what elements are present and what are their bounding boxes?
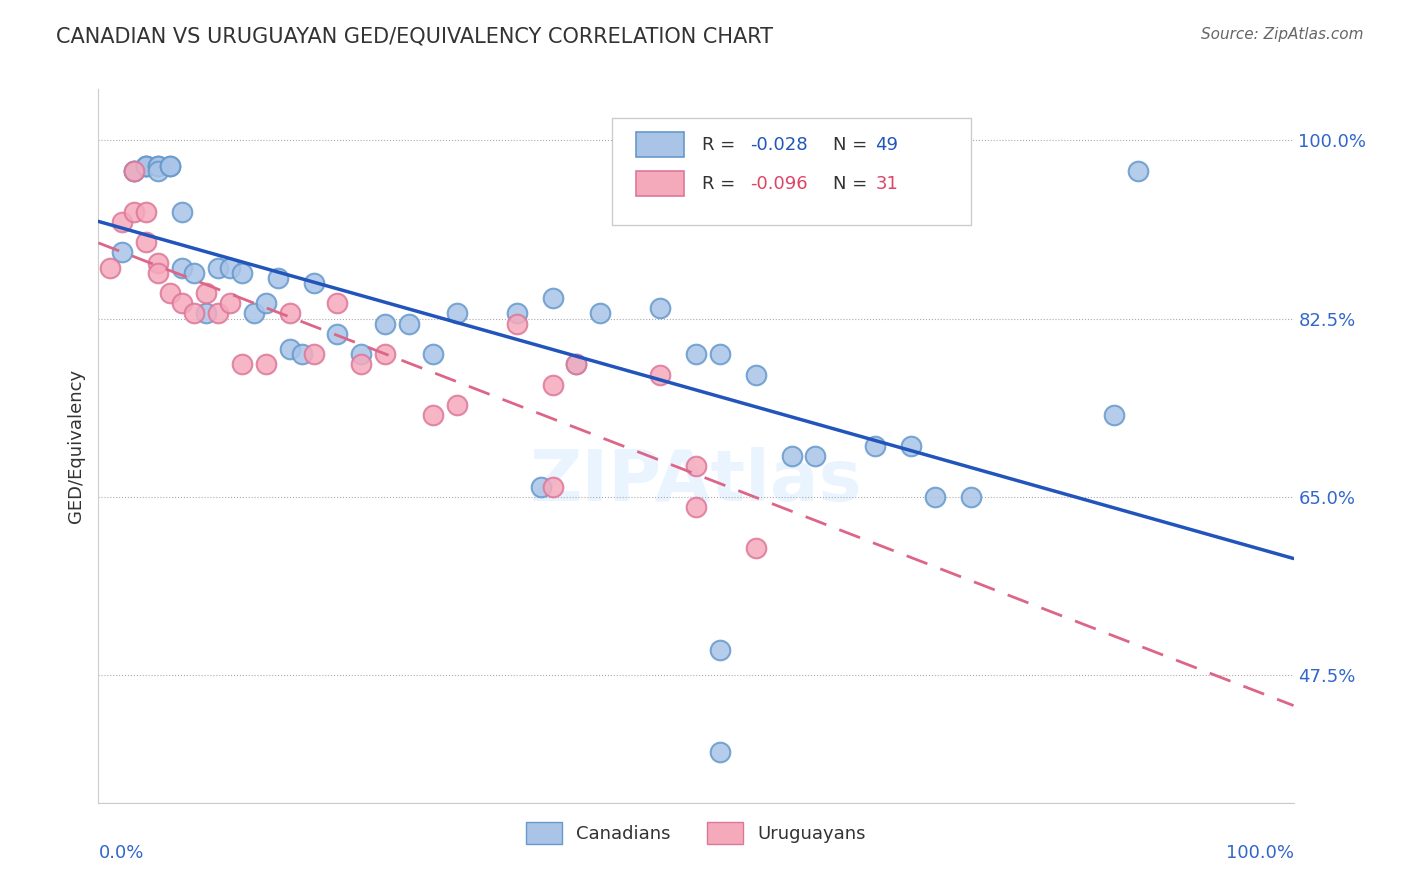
Text: 31: 31	[876, 175, 898, 193]
Point	[565, 358, 588, 372]
Point	[302, 276, 325, 290]
Point	[709, 347, 731, 361]
Point	[1128, 163, 1150, 178]
Point	[124, 163, 146, 178]
Point	[135, 204, 157, 219]
Point	[254, 296, 277, 310]
Point	[398, 317, 420, 331]
Point	[350, 358, 373, 372]
Point	[159, 286, 181, 301]
Point	[422, 347, 444, 361]
Point	[124, 163, 146, 178]
FancyBboxPatch shape	[637, 132, 685, 157]
Point	[111, 245, 134, 260]
Point	[195, 286, 218, 301]
Point	[374, 317, 396, 331]
Point	[159, 159, 181, 173]
Point	[648, 368, 672, 382]
Point	[374, 347, 396, 361]
Point	[326, 326, 349, 341]
Point	[267, 270, 290, 285]
Point	[124, 204, 146, 219]
Text: N =: N =	[834, 175, 873, 193]
Point	[98, 260, 122, 275]
Text: 49: 49	[876, 136, 898, 153]
Text: R =: R =	[702, 136, 741, 153]
Point	[960, 490, 983, 504]
FancyBboxPatch shape	[613, 118, 972, 225]
Text: CANADIAN VS URUGUAYAN GED/EQUIVALENCY CORRELATION CHART: CANADIAN VS URUGUAYAN GED/EQUIVALENCY CO…	[56, 27, 773, 46]
Point	[530, 480, 553, 494]
Point	[231, 358, 253, 372]
Text: Source: ZipAtlas.com: Source: ZipAtlas.com	[1201, 27, 1364, 42]
Point	[148, 159, 170, 173]
Point	[589, 306, 612, 320]
Point	[135, 159, 157, 173]
Point	[326, 296, 349, 310]
Point	[302, 347, 325, 361]
Point	[565, 358, 588, 372]
Point	[924, 490, 946, 504]
Point	[183, 306, 205, 320]
Point	[148, 255, 170, 269]
Text: ZIPAtlas: ZIPAtlas	[530, 447, 862, 516]
Point	[183, 266, 205, 280]
Point	[780, 449, 803, 463]
Point	[207, 260, 229, 275]
Point	[1104, 409, 1126, 423]
Point	[219, 260, 242, 275]
Text: R =: R =	[702, 175, 741, 193]
Point	[172, 260, 194, 275]
Point	[291, 347, 314, 361]
Point	[541, 377, 564, 392]
Legend: Canadians, Uruguayans: Canadians, Uruguayans	[519, 814, 873, 851]
Point	[506, 317, 529, 331]
Point	[506, 306, 529, 320]
Text: -0.096: -0.096	[749, 175, 807, 193]
Point	[159, 159, 181, 173]
Point	[148, 163, 170, 178]
Point	[148, 266, 170, 280]
Point	[207, 306, 229, 320]
Point	[541, 480, 564, 494]
Point	[685, 347, 707, 361]
Point	[135, 159, 157, 173]
Text: 0.0%: 0.0%	[98, 844, 143, 862]
Point	[231, 266, 253, 280]
Point	[685, 459, 707, 474]
Point	[541, 291, 564, 305]
Point	[124, 163, 146, 178]
Point	[709, 745, 731, 759]
Point	[111, 215, 134, 229]
Point	[446, 306, 468, 320]
Point	[709, 643, 731, 657]
Point	[350, 347, 373, 361]
Point	[172, 204, 194, 219]
Point	[148, 159, 170, 173]
Point	[745, 368, 768, 382]
Point	[195, 306, 218, 320]
Point	[219, 296, 242, 310]
Text: N =: N =	[834, 136, 873, 153]
Point	[243, 306, 266, 320]
Y-axis label: GED/Equivalency: GED/Equivalency	[66, 369, 84, 523]
Point	[135, 159, 157, 173]
Text: 100.0%: 100.0%	[1226, 844, 1294, 862]
FancyBboxPatch shape	[637, 171, 685, 196]
Point	[865, 439, 887, 453]
Point	[254, 358, 277, 372]
Point	[172, 296, 194, 310]
Point	[278, 306, 301, 320]
Point	[446, 398, 468, 412]
Point	[648, 301, 672, 316]
Point	[900, 439, 922, 453]
Point	[804, 449, 827, 463]
Point	[422, 409, 444, 423]
Point	[278, 342, 301, 356]
Point	[685, 500, 707, 515]
Point	[135, 235, 157, 249]
Point	[745, 541, 768, 555]
Text: -0.028: -0.028	[749, 136, 807, 153]
